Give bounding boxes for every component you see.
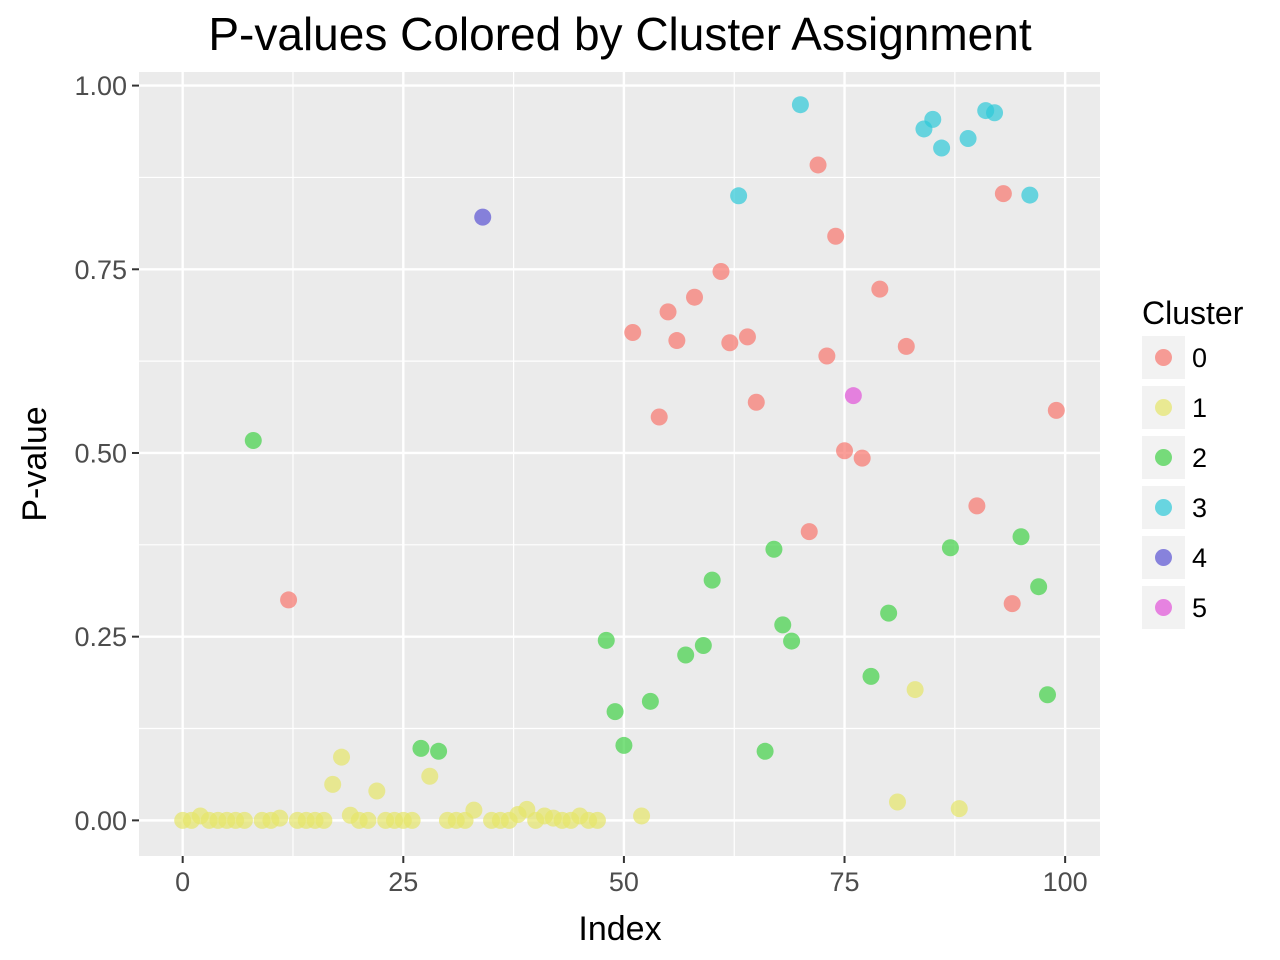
data-point-cluster-0	[747, 393, 765, 411]
legend-label-0: 0	[1192, 343, 1207, 373]
data-point-cluster-1	[950, 800, 968, 818]
legend-label-4: 4	[1192, 543, 1207, 573]
data-point-cluster-1	[888, 793, 906, 811]
data-point-cluster-3	[924, 110, 942, 128]
legend-marker-3	[1155, 499, 1172, 516]
data-point-cluster-2	[703, 571, 721, 589]
data-point-cluster-1	[465, 801, 483, 819]
y-axis-title: P-value	[16, 406, 54, 521]
data-point-cluster-0	[738, 328, 756, 346]
data-point-cluster-1	[633, 807, 651, 825]
y-tick-label: 0.50	[74, 438, 127, 468]
data-point-cluster-2	[1012, 528, 1030, 546]
data-point-cluster-3	[1021, 186, 1039, 204]
data-point-cluster-1	[315, 811, 333, 829]
data-point-cluster-0	[809, 156, 827, 174]
data-point-cluster-0	[721, 334, 739, 352]
data-point-cluster-3	[730, 187, 748, 205]
data-point-cluster-0	[659, 303, 677, 321]
data-point-cluster-2	[1030, 578, 1048, 596]
data-point-cluster-2	[941, 539, 959, 557]
y-tick-label: 0.00	[74, 806, 127, 836]
x-axis-title: Index	[578, 910, 661, 948]
data-point-cluster-2	[430, 742, 448, 760]
data-point-cluster-2	[783, 632, 801, 650]
y-axis: 0.00 0.25 0.50 0.75 1.00	[74, 71, 139, 836]
x-tick-label: 0	[175, 867, 190, 897]
data-point-cluster-0	[1047, 401, 1065, 419]
data-point-cluster-2	[880, 604, 898, 622]
plot-panel	[139, 72, 1100, 856]
y-tick-label: 1.00	[74, 71, 127, 101]
data-point-cluster-0	[818, 347, 836, 365]
legend-marker-0	[1155, 349, 1172, 366]
data-point-cluster-2	[694, 636, 712, 654]
data-point-cluster-0	[994, 185, 1012, 203]
legend-marker-5	[1155, 599, 1172, 616]
data-point-cluster-0	[836, 442, 854, 460]
data-point-cluster-2	[606, 703, 624, 721]
chart-title: P-values Colored by Cluster Assignment	[208, 8, 1031, 60]
data-point-cluster-2	[677, 646, 695, 664]
grid-major	[139, 72, 1100, 856]
data-point-cluster-2	[641, 692, 659, 710]
data-point-cluster-2	[756, 742, 774, 760]
legend-marker-2	[1155, 449, 1172, 466]
data-point-cluster-3	[986, 104, 1004, 122]
data-point-cluster-4	[474, 208, 492, 226]
data-point-cluster-2	[765, 540, 783, 558]
data-point-cluster-1	[421, 767, 439, 785]
legend-marker-4	[1155, 549, 1172, 566]
data-point-cluster-0	[280, 591, 298, 609]
legend-label-3: 3	[1192, 493, 1207, 523]
x-axis: 0 25 50 75 100	[175, 856, 1088, 897]
data-point-cluster-2	[862, 667, 880, 685]
data-point-cluster-3	[959, 129, 977, 147]
data-point-cluster-1	[359, 811, 377, 829]
data-point-cluster-1	[906, 681, 924, 699]
data-point-cluster-0	[1003, 595, 1021, 613]
y-tick-label: 0.75	[74, 255, 127, 285]
x-tick-label: 100	[1043, 867, 1088, 897]
data-point-cluster-2	[244, 431, 262, 449]
data-point-cluster-3	[933, 139, 951, 157]
data-point-cluster-2	[597, 631, 615, 649]
y-tick-label: 0.25	[74, 622, 127, 652]
x-tick-label: 25	[388, 867, 418, 897]
data-point-cluster-0	[650, 408, 668, 426]
data-point-cluster-0	[897, 337, 915, 355]
data-point-cluster-1	[403, 811, 421, 829]
legend-label-2: 2	[1192, 443, 1207, 473]
data-point-cluster-1	[324, 775, 342, 793]
data-points	[174, 96, 1065, 829]
data-point-cluster-2	[412, 739, 430, 757]
legend-label-1: 1	[1192, 393, 1207, 423]
data-point-cluster-0	[624, 323, 642, 341]
data-point-cluster-2	[1038, 686, 1056, 704]
data-point-cluster-0	[968, 497, 986, 515]
legend: Cluster 0 1 2 3 4 5	[1142, 295, 1244, 629]
data-point-cluster-5	[844, 387, 862, 405]
data-point-cluster-0	[686, 288, 704, 306]
x-tick-label: 50	[609, 867, 639, 897]
data-point-cluster-0	[712, 262, 730, 280]
legend-title: Cluster	[1142, 295, 1244, 331]
data-point-cluster-1	[588, 811, 606, 829]
data-point-cluster-2	[774, 616, 792, 634]
x-tick-label: 75	[830, 867, 860, 897]
data-point-cluster-1	[368, 782, 386, 800]
data-point-cluster-0	[871, 280, 889, 298]
data-point-cluster-0	[800, 523, 818, 541]
legend-marker-1	[1155, 399, 1172, 416]
legend-label-5: 5	[1192, 593, 1207, 623]
data-point-cluster-3	[791, 96, 809, 114]
data-point-cluster-0	[668, 332, 686, 350]
data-point-cluster-2	[615, 736, 633, 754]
data-point-cluster-0	[827, 227, 845, 245]
data-point-cluster-1	[271, 809, 289, 827]
data-point-cluster-0	[853, 449, 871, 467]
data-point-cluster-1	[235, 811, 253, 829]
data-point-cluster-1	[333, 748, 351, 766]
